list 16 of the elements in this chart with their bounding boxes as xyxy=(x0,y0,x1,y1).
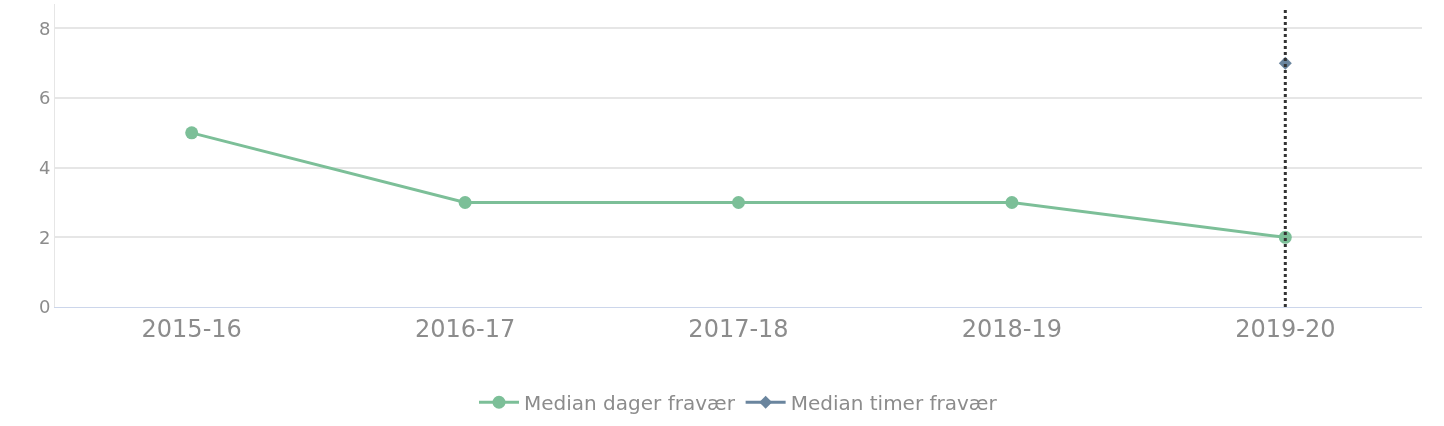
x-tick-label: 2017-18 xyxy=(688,314,789,343)
y-tick-label: 4 xyxy=(38,156,51,178)
legend-label: Median timer fravær xyxy=(790,391,998,416)
x-tick-label: 2018-19 xyxy=(961,314,1063,343)
point xyxy=(458,196,472,210)
point xyxy=(185,126,199,140)
y-tick-label: 8 xyxy=(38,17,51,39)
x-tick-label: 2015-16 xyxy=(141,314,242,343)
x-tick-label: 2016-17 xyxy=(414,314,516,343)
legend-label: Median dager fravær xyxy=(524,391,736,416)
y-tick-label: 6 xyxy=(38,87,51,109)
point xyxy=(1005,196,1019,210)
point xyxy=(732,196,745,210)
y-tick-label: 0 xyxy=(38,296,51,318)
x-tick-label: 2019-20 xyxy=(1235,314,1336,343)
y-tick-label: 2 xyxy=(38,226,51,248)
